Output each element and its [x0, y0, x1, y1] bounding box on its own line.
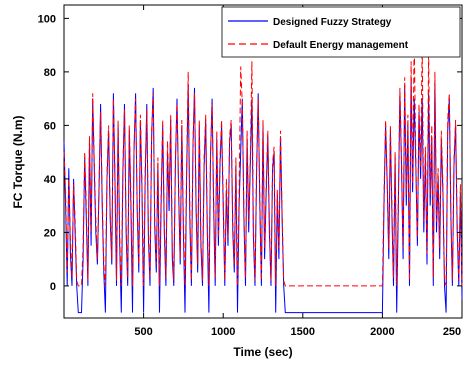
x-axis-label: Time (sec) — [233, 345, 292, 359]
x-ticks: 500 1000 1500 2000 250 — [134, 5, 463, 338]
y-tick-label: 80 — [44, 67, 56, 79]
y-tick-label: 20 — [44, 227, 56, 239]
legend: Designed Fuzzy Strategy Default Energy m… — [221, 6, 461, 58]
x-tick-label: 1500 — [291, 326, 315, 338]
y-tick-label: 40 — [44, 174, 56, 186]
legend-label-default: Default Energy management — [273, 40, 409, 51]
series-layer — [63, 39, 463, 314]
y-tick-label: 100 — [38, 13, 56, 25]
series-line-0 — [63, 77, 463, 314]
y-ticks: 0 20 40 60 80 100 — [38, 13, 462, 293]
plot-area: 500 1000 1500 2000 250 0 20 40 60 80 100 — [38, 4, 463, 338]
x-tick-label: 2000 — [370, 326, 394, 338]
legend-box — [221, 6, 461, 58]
y-axis-label: FC Torque (N.m) — [11, 115, 25, 208]
x-tick-label: 500 — [134, 326, 152, 338]
y-tick-label: 0 — [50, 281, 56, 293]
x-tick-label: 1000 — [211, 326, 235, 338]
legend-label-fuzzy: Designed Fuzzy Strategy — [273, 17, 392, 28]
x-tick-label: 250 — [443, 326, 461, 338]
y-tick-label: 60 — [44, 120, 56, 132]
